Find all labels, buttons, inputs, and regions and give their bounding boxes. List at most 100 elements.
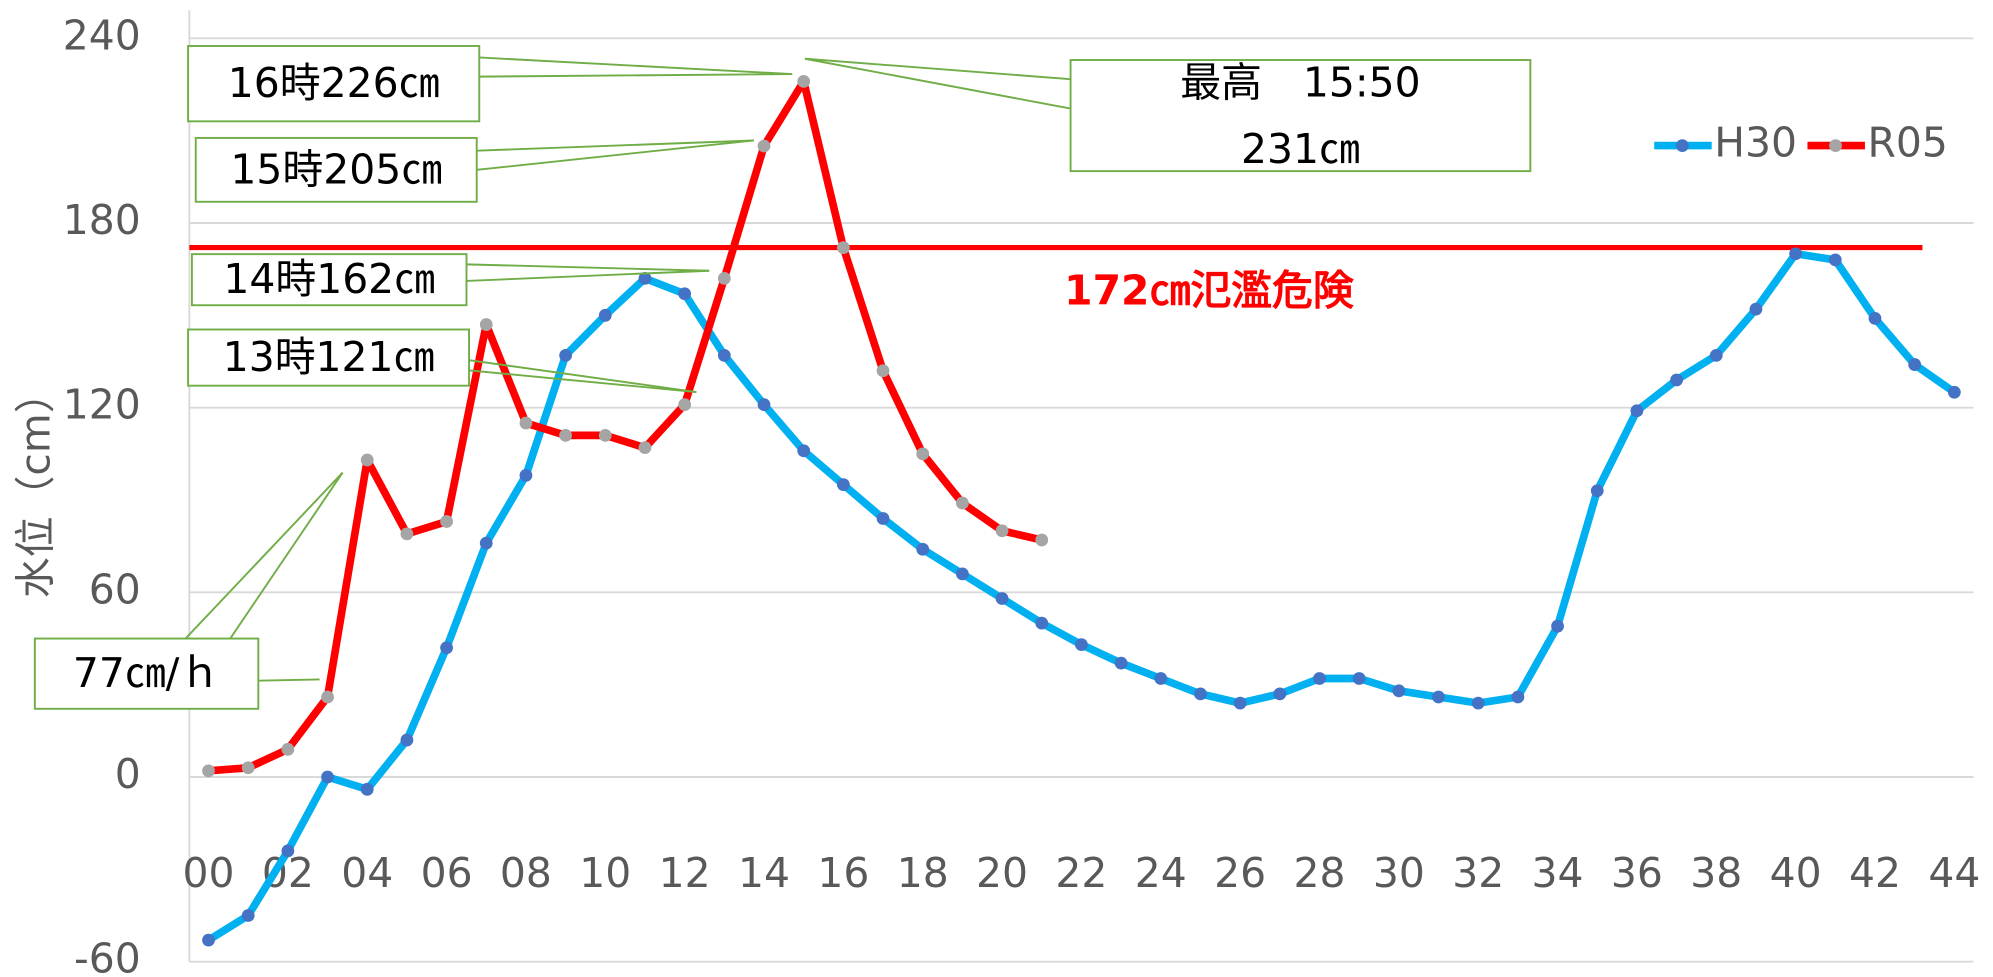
y-tick-label: 0: [115, 750, 141, 798]
callout-pointer: [479, 73, 793, 78]
data-point: [440, 641, 453, 655]
data-point: [1392, 684, 1406, 698]
data-point: [1908, 358, 1922, 371]
data-point: [1471, 696, 1485, 710]
x-tick-label: 32: [1452, 849, 1504, 897]
data-point: [1551, 619, 1564, 633]
callout-pointer: [476, 139, 754, 171]
data-point: [479, 536, 493, 550]
data-point: [1313, 672, 1326, 685]
x-tick-label: 40: [1770, 849, 1822, 897]
x-tick-label: 08: [500, 849, 552, 897]
data-point: [241, 761, 255, 775]
y-tick-label: 180: [63, 196, 141, 244]
y-axis-label: 水位（cm）: [12, 372, 60, 598]
data-point: [717, 272, 731, 285]
x-tick-label: 22: [1055, 849, 1107, 897]
callout-text: 13時121㎝: [223, 333, 435, 381]
callout-text: 77㎝/ｈ: [73, 649, 220, 697]
x-tick-label: 30: [1373, 849, 1425, 897]
x-tick-label: 36: [1611, 849, 1663, 897]
callout-pointer: [466, 263, 710, 272]
data-point: [400, 733, 414, 747]
x-tick-label: 34: [1532, 849, 1584, 897]
x-tick-label: 10: [579, 849, 631, 897]
data-point: [559, 348, 573, 362]
data-point: [202, 933, 215, 947]
data-point: [1114, 656, 1128, 670]
callout-box: [194, 136, 478, 203]
data-point: [559, 428, 573, 442]
data-point: [916, 542, 930, 556]
data-point: [1075, 638, 1088, 652]
x-tick-label: 06: [421, 849, 473, 897]
data-point: [1749, 302, 1763, 316]
callout-pointer: [184, 471, 344, 640]
callout-pointer: [229, 471, 344, 640]
callout-pointer: [804, 57, 1071, 81]
data-point: [836, 478, 850, 491]
data-point: [360, 453, 374, 467]
data-point: [400, 527, 414, 541]
data-point: [1789, 247, 1803, 261]
callout-text: 15時205㎝: [230, 145, 442, 193]
callout-text: 14時162㎝: [223, 255, 435, 303]
data-point: [1194, 687, 1207, 701]
data-point: [1670, 373, 1683, 387]
data-point: [678, 287, 692, 301]
data-point: [995, 524, 1009, 538]
data-point: [479, 318, 493, 331]
data-point: [519, 468, 533, 482]
data-point: [281, 742, 295, 756]
data-point: [757, 139, 771, 153]
data-point: [717, 348, 731, 362]
y-tick-label: 120: [63, 381, 141, 429]
callout-text: 16時226㎝: [228, 59, 440, 107]
callout-pointer: [476, 139, 754, 152]
data-point: [1590, 484, 1604, 498]
legend-label: R05: [1867, 119, 1947, 167]
data-point: [1709, 348, 1723, 362]
data-point: [1352, 672, 1366, 685]
callout-pointer: [466, 269, 710, 282]
series-line: [208, 77, 1043, 775]
data-point: [1828, 253, 1842, 267]
x-tick-label: 24: [1135, 849, 1187, 897]
data-point: [1511, 690, 1525, 704]
x-tick-label: 26: [1214, 849, 1266, 897]
data-point: [1273, 687, 1287, 701]
data-point: [876, 512, 890, 525]
data-point: [995, 592, 1009, 605]
x-tick-label: 44: [1928, 849, 1980, 897]
y-tick-label: 240: [63, 11, 141, 59]
data-point: [638, 441, 652, 455]
callout-box: [187, 45, 481, 123]
callout-box: [1069, 59, 1532, 173]
data-point: [1947, 385, 1961, 399]
data-point: [797, 75, 811, 88]
callout-pointer: [468, 369, 697, 394]
x-tick-label: 20: [976, 849, 1028, 897]
series-line: [206, 249, 1957, 944]
callout-pointer: [804, 57, 1071, 110]
data-point: [1035, 533, 1049, 547]
data-point: [519, 416, 533, 430]
data-point: [1233, 696, 1247, 710]
callout-pointer: [468, 359, 697, 394]
data-point: [202, 764, 215, 778]
x-tick-label: 16: [817, 849, 869, 897]
data-point: [598, 428, 612, 442]
legend-marker: [1675, 139, 1689, 152]
data-point: [638, 272, 652, 285]
data-point: [321, 770, 334, 784]
x-tick-label: 28: [1293, 849, 1345, 897]
data-point: [241, 909, 255, 922]
y-tick-label: -60: [74, 935, 141, 977]
data-point: [281, 844, 295, 858]
threshold-label: 172㎝氾濫危険: [1064, 267, 1354, 315]
data-point: [876, 364, 890, 378]
callout-box: [190, 253, 468, 307]
data-point: [1432, 690, 1445, 704]
data-point: [797, 444, 811, 458]
